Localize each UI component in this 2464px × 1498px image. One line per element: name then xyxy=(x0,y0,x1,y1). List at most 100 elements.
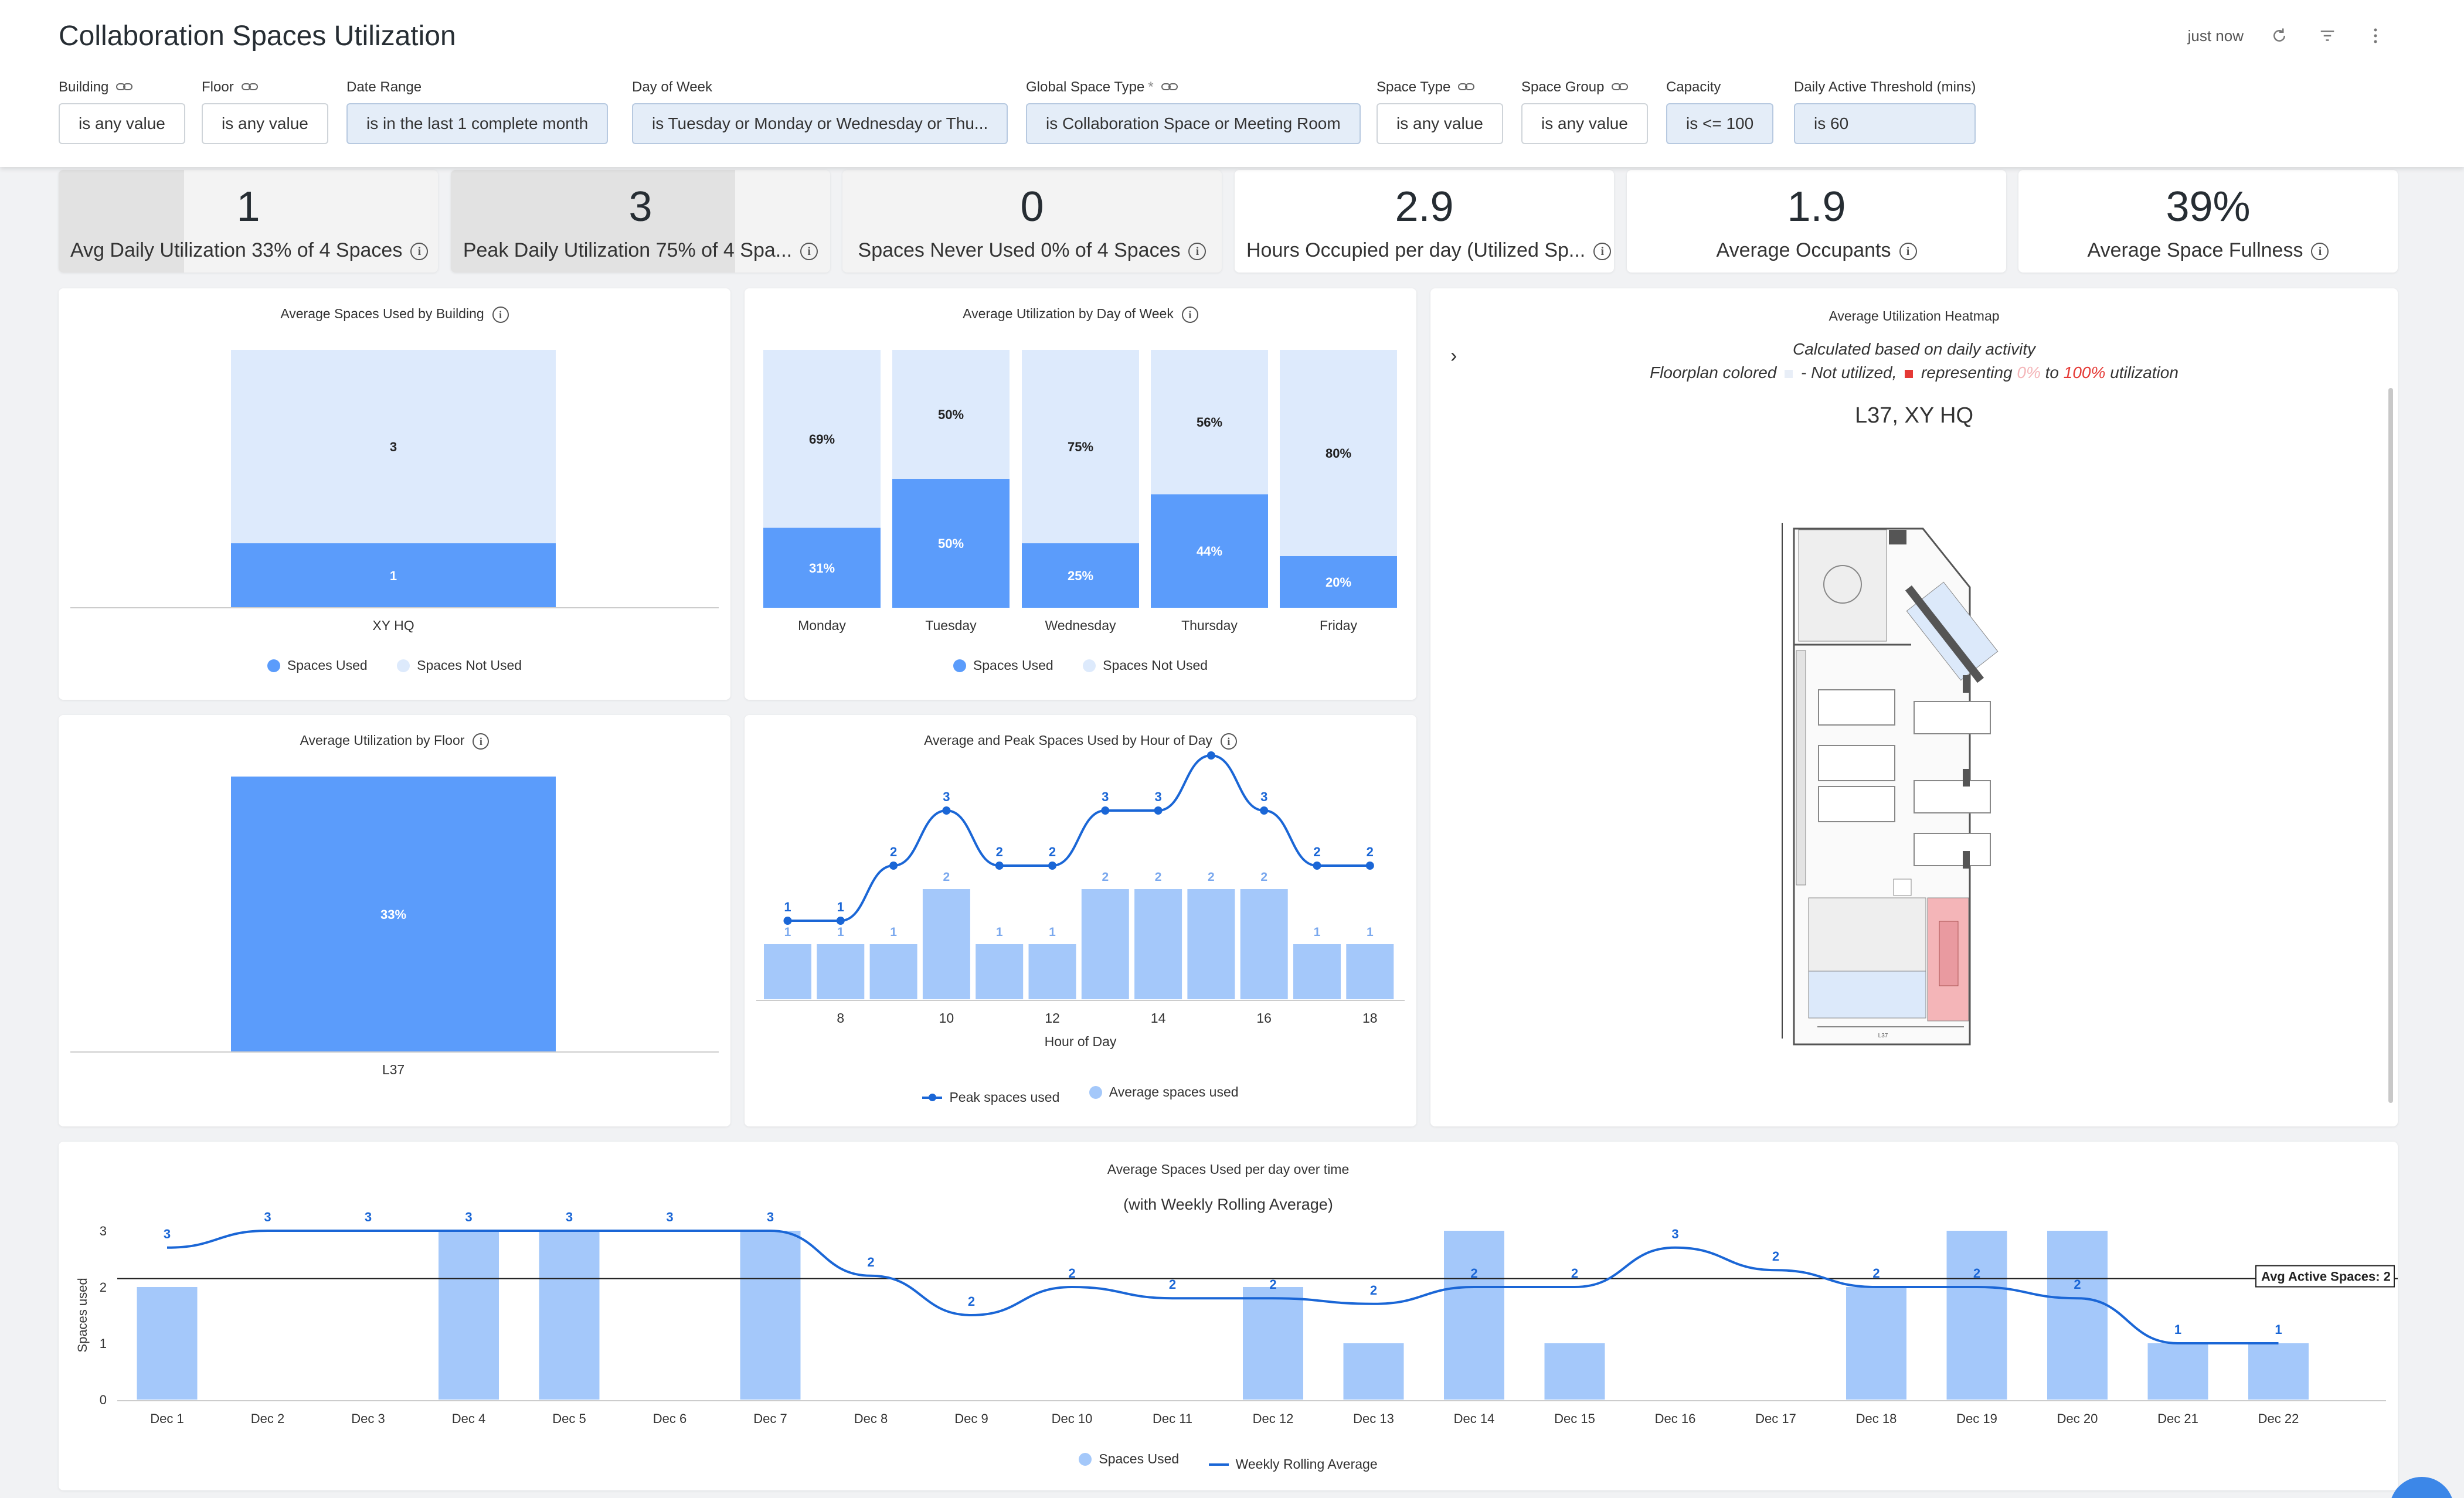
more-vertical-icon[interactable] xyxy=(2363,23,2388,48)
legend-item-average[interactable]: Average spaces used xyxy=(1089,1084,1239,1100)
filter-label-text: Space Type xyxy=(1377,79,1451,95)
bar-not-used xyxy=(1151,350,1268,495)
peak-label: 2 xyxy=(1313,845,1320,859)
info-icon[interactable]: i xyxy=(492,306,509,323)
x-tick-label: Dec 22 xyxy=(2258,1411,2299,1426)
bar-used xyxy=(1280,556,1397,608)
x-tick-label: Friday xyxy=(1320,618,1357,633)
peak-label: 2 xyxy=(1049,845,1056,859)
info-icon[interactable]: i xyxy=(2311,243,2329,261)
scrollbar[interactable] xyxy=(2388,388,2393,1103)
link-icon[interactable] xyxy=(1457,79,1475,96)
legend-label: Spaces Used xyxy=(1099,1451,1180,1466)
filter-label-text: Date Range xyxy=(346,79,422,95)
data-label: 44% xyxy=(1197,544,1222,559)
link-icon[interactable] xyxy=(241,79,259,96)
kpi-card[interactable]: 39% Average Space Fullness i xyxy=(2018,170,2398,273)
chart-legend: Peak spaces used Average spaces used xyxy=(745,1084,1416,1105)
info-icon[interactable]: i xyxy=(1188,243,1206,261)
point-label: 3 xyxy=(767,1212,774,1224)
x-tick-label: L37 xyxy=(382,1062,405,1077)
legend-label: Peak spaces used xyxy=(949,1090,1060,1105)
bar-not-used xyxy=(892,350,1010,479)
data-label: 3 xyxy=(390,440,397,454)
link-icon[interactable] xyxy=(115,79,133,96)
filter-value-input[interactable]: is any value xyxy=(59,103,185,144)
legend-label: Average spaces used xyxy=(1109,1084,1239,1099)
link-icon[interactable] xyxy=(1161,79,1178,96)
building-chart-svg: 3 1 XY HQ xyxy=(70,350,719,633)
info-icon[interactable]: i xyxy=(473,733,490,750)
bar-not-used xyxy=(1022,350,1139,543)
filter-value-input[interactable]: is <= 100 xyxy=(1666,103,1774,144)
kpi-card[interactable]: 1 Avg Daily Utilization 33% of 4 Spaces i xyxy=(59,170,438,273)
filter-value-input[interactable]: is 60 xyxy=(1794,103,1976,144)
bar-used xyxy=(1022,543,1139,608)
filter-label: Building xyxy=(59,77,185,97)
chart-title: Average and Peak Spaces Used by Hour of … xyxy=(924,733,1212,748)
bar-spaces-used xyxy=(137,1287,198,1400)
legend-item-not-used[interactable]: Spaces Not Used xyxy=(397,658,522,673)
link-icon[interactable] xyxy=(1611,79,1629,96)
bar-spaces-used xyxy=(740,1231,801,1400)
refresh-icon[interactable] xyxy=(2267,23,2292,48)
data-label: 33% xyxy=(380,907,406,922)
bar-label: 2 xyxy=(1102,870,1109,884)
peak-label: 3 xyxy=(1154,789,1161,804)
kpi-card[interactable]: 2.9 Hours Occupied per day (Utilized Sp..… xyxy=(1235,170,1614,273)
filter-value-input[interactable]: is any value xyxy=(1377,103,1503,144)
legend-item-rolling-average[interactable]: Weekly Rolling Average xyxy=(1208,1456,1378,1472)
help-bubble-button[interactable] xyxy=(2390,1477,2454,1498)
point-label: 2 xyxy=(1571,1266,1578,1281)
legend-hundred: 100% xyxy=(2063,363,2106,382)
point-label: 3 xyxy=(365,1212,372,1224)
x-tick-label: Dec 21 xyxy=(2157,1411,2198,1426)
point-label: 3 xyxy=(164,1227,171,1241)
bar-spaces-used xyxy=(2047,1231,2108,1400)
kpi-label-text: Hours Occupied per day (Utilized Sp... xyxy=(1246,239,1586,261)
info-icon[interactable]: i xyxy=(800,243,818,261)
filter-value-input[interactable]: is Tuesday or Monday or Wednesday or Thu… xyxy=(632,103,1008,144)
bar-not-used xyxy=(763,350,881,528)
chart-title: Average Utilization by Floor xyxy=(300,733,465,748)
info-icon[interactable]: i xyxy=(1593,243,1612,261)
bar-label: 1 xyxy=(1314,925,1321,939)
kpi-card[interactable]: 3 Peak Daily Utilization 75% of 4 Spa... i xyxy=(451,170,830,273)
info-icon[interactable]: i xyxy=(1220,733,1237,750)
legend-item-not-used[interactable]: Spaces Not Used xyxy=(1083,658,1208,673)
filter-value-input[interactable]: is any value xyxy=(1521,103,1648,144)
reference-label: Avg Active Spaces: 2 xyxy=(2261,1269,2391,1284)
kpi-label: Hours Occupied per day (Utilized Sp... i xyxy=(1235,239,1614,262)
day-of-week-chart-svg: 69% 31% Monday 50% 50% Tuesday 75% 25% Wednesday… xyxy=(763,350,1397,633)
hour-of-day-chart-svg: 11121122221111232233432281012141618Hour … xyxy=(756,751,1405,1049)
filter-value-input[interactable]: is in the last 1 complete month xyxy=(346,103,609,144)
bar-spaces-used xyxy=(439,1231,499,1400)
legend-item-peak[interactable]: Peak spaces used xyxy=(922,1090,1059,1105)
x-tick-label: Dec 5 xyxy=(552,1411,586,1426)
bar-average xyxy=(976,944,1024,999)
filter-label: Space Type xyxy=(1377,77,1503,97)
kpi-label: Average Space Fullness i xyxy=(2018,239,2398,262)
filter-value-input[interactable]: is any value xyxy=(202,103,328,144)
data-label: 50% xyxy=(938,536,964,551)
bar-spaces-used xyxy=(539,1231,600,1400)
info-icon[interactable]: i xyxy=(1181,306,1198,323)
info-icon[interactable]: i xyxy=(1899,243,1917,261)
floorplan-map[interactable]: L37 xyxy=(1776,523,2058,1056)
kpi-card[interactable]: 1.9 Average Occupants i xyxy=(1627,170,2006,273)
legend-item-spaces-used[interactable]: Spaces Used xyxy=(1079,1451,1179,1467)
floorplan-label: L37 xyxy=(1878,1033,1888,1039)
x-tick-label: Dec 2 xyxy=(251,1411,284,1426)
expand-chevron-icon[interactable]: › xyxy=(1450,345,1457,367)
bar-used xyxy=(1151,494,1268,608)
legend-swatch xyxy=(922,1093,943,1101)
filter-icon[interactable] xyxy=(2315,23,2340,48)
day-of-week-chart-card: Average Utilization by Day of Week i 69% 3… xyxy=(745,288,1416,700)
kpi-card[interactable]: 0 Spaces Never Used 0% of 4 Spaces i xyxy=(842,170,1222,273)
filter-value-input[interactable]: is Collaboration Space or Meeting Room xyxy=(1026,103,1361,144)
peak-label: 3 xyxy=(943,789,950,804)
info-icon[interactable]: i xyxy=(410,243,429,261)
legend-item-used[interactable]: Spaces Used xyxy=(267,658,368,673)
legend-swatch xyxy=(397,659,410,672)
legend-item-used[interactable]: Spaces Used xyxy=(953,658,1053,673)
